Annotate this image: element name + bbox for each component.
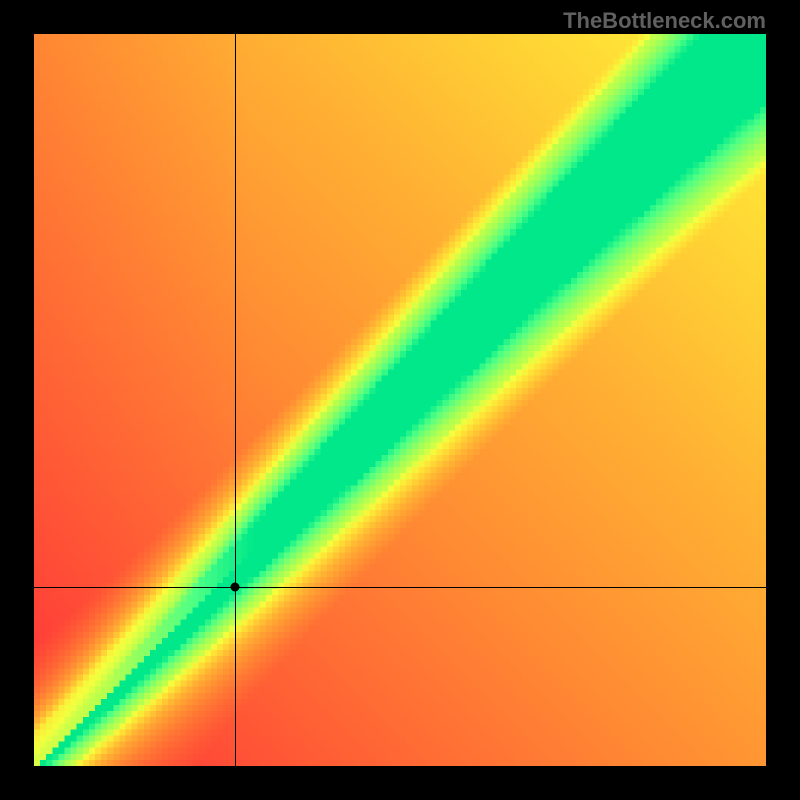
crosshair-horizontal — [34, 587, 766, 588]
chart-container: TheBottleneck.com — [0, 0, 800, 800]
heatmap-canvas — [34, 34, 766, 766]
data-point-marker — [231, 582, 240, 591]
watermark-text: TheBottleneck.com — [563, 8, 766, 34]
plot-area — [34, 34, 766, 766]
crosshair-vertical — [235, 34, 236, 766]
